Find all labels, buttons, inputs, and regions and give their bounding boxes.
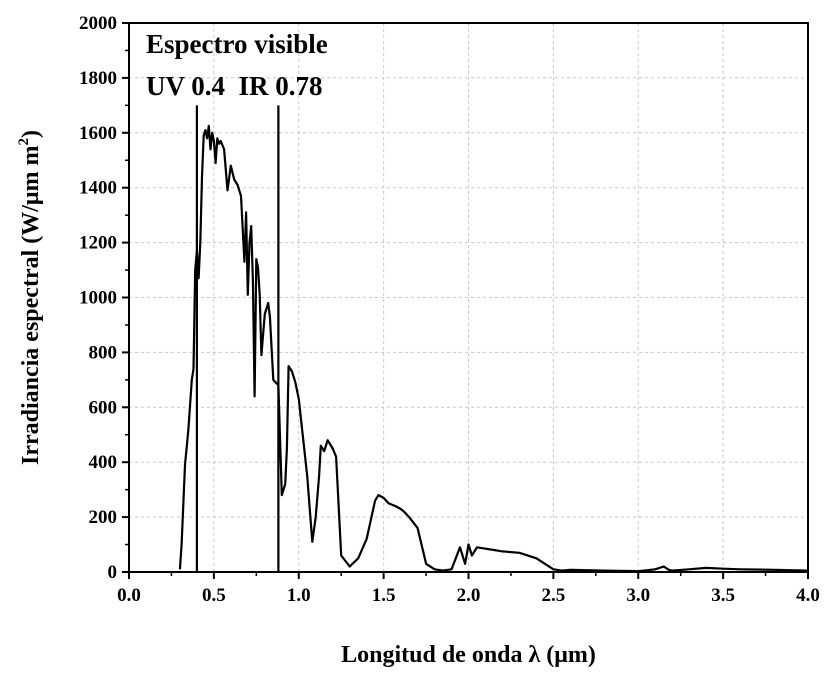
y-tick-label: 2000 [79, 13, 117, 34]
x-tick-label: 3.5 [711, 585, 735, 606]
y-axis-title: Irradiancia espectral (W/μm m2) [16, 130, 44, 465]
y-axis-title-main: Irradiancia espectral (W/μm m [18, 145, 44, 465]
annotation-uv-ir: UV 0.4 IR 0.78 [146, 71, 323, 101]
x-tick-label: 2.5 [542, 585, 566, 606]
y-tick-label: 200 [89, 507, 118, 528]
y-axis-title-superscript: 2 [16, 138, 32, 146]
x-tick-label: 0.0 [117, 585, 141, 606]
vertical-markers [197, 105, 278, 572]
y-tick-label: 800 [89, 342, 118, 363]
y-tick-label: 1400 [79, 178, 117, 199]
x-tick-label: 1.0 [287, 585, 311, 606]
x-axis-title: Longitud de onda λ (μm) [341, 642, 596, 668]
y-tick-label: 0 [108, 562, 118, 583]
grid-lines [129, 23, 808, 572]
irradiance-series-line [180, 126, 808, 571]
x-tick-label: 0.5 [202, 585, 226, 606]
y-axis-title-close: ) [18, 130, 44, 138]
y-tick-label: 1000 [79, 288, 117, 309]
axis-ticks [122, 23, 808, 579]
x-tick-label: 4.0 [796, 585, 820, 606]
x-tick-label: 2.0 [457, 585, 481, 606]
x-tick-label: 3.0 [626, 585, 650, 606]
y-tick-label: 600 [89, 397, 118, 418]
y-tick-label: 1800 [79, 68, 117, 89]
x-tick-label: 1.5 [372, 585, 396, 606]
y-tick-label: 1600 [79, 123, 117, 144]
y-tick-label: 400 [89, 452, 118, 473]
annotation-visible-spectrum: Espectro visible [146, 29, 328, 59]
y-tick-label: 1200 [79, 233, 117, 254]
